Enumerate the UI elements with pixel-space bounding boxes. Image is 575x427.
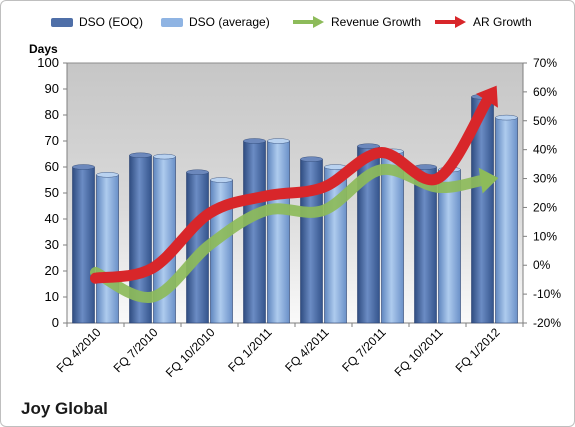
y2-tick-label: 30% — [533, 172, 557, 186]
y2-tick-label: 0% — [533, 258, 551, 272]
x-tick-label-fq-10-2010: FQ 10/2010 — [163, 325, 218, 380]
y-tick-label: 90 — [45, 81, 59, 96]
y-tick-label: 60 — [45, 159, 59, 174]
x-tick-label-fq-7-2010: FQ 7/2010 — [111, 325, 161, 375]
y-tick-label: 10 — [45, 289, 59, 304]
bar-top-dso-eoq-1 — [129, 152, 152, 159]
bar-top-dso-average-2 — [210, 177, 233, 183]
bar-dso-average-0 — [96, 174, 119, 324]
arrowhead-revenue-growth — [478, 167, 499, 194]
x-tick-label-fq-4-2011: FQ 4/2011 — [282, 325, 332, 375]
x-tick-label-fq-7-2011: FQ 7/2011 — [339, 325, 389, 375]
y2-tick-label: 20% — [533, 200, 557, 214]
legend-item-ar-growth: AR Growth — [433, 15, 532, 29]
y-tick-label: 100 — [37, 55, 59, 70]
line-ar-growth — [90, 95, 493, 284]
legend-arrow-green-icon — [293, 16, 324, 28]
legend-arrow-red-icon — [435, 16, 466, 28]
bar-top-dso-average-7 — [495, 114, 518, 121]
legend-item-dso-average: DSO (average) — [161, 15, 270, 29]
legend-label-ar-growth: AR Growth — [473, 15, 532, 29]
y-tick-label: 30 — [45, 237, 59, 252]
y2-tick-label: 40% — [533, 143, 557, 157]
bar-top-dso-average-3 — [267, 138, 290, 144]
bar-top-dso-average-0 — [96, 172, 119, 178]
y2-tick-label: 60% — [533, 85, 557, 99]
y2-tick-label: 10% — [533, 229, 557, 243]
x-tick-label-fq-4-2010: FQ 4/2010 — [54, 325, 104, 375]
y2-tick-label: -10% — [533, 287, 561, 301]
y-tick-label: 40 — [45, 211, 59, 226]
bar-dso-average-3 — [267, 140, 290, 324]
x-tick-label-fq-10-2011: FQ 10/2011 — [392, 325, 446, 379]
legend-label-dso-average: DSO (average) — [189, 15, 270, 29]
bar-dso-average-7 — [495, 117, 518, 324]
y-tick-label: 70 — [45, 133, 59, 148]
y2-tick-label: 70% — [533, 56, 557, 70]
bar-top-dso-eoq-3 — [243, 138, 266, 144]
arrowhead-ar-growth — [476, 85, 498, 108]
bar-top-dso-eoq-5 — [357, 143, 380, 149]
bar-dso-eoq-0 — [72, 166, 95, 324]
bar-top-dso-eoq-0 — [72, 164, 95, 170]
legend-label-revenue-growth: Revenue Growth — [331, 15, 422, 29]
bar-top-dso-eoq-2 — [186, 169, 209, 175]
y-tick-label: 50 — [45, 185, 59, 200]
bar-top-dso-average-1 — [153, 153, 176, 160]
x-tick-label-fq-1-2011: FQ 1/2011 — [225, 325, 275, 375]
y2-tick-label: -20% — [533, 316, 561, 330]
y-axis-title: Days — [29, 42, 58, 56]
x-tick-label-fq-1-2012: FQ 1/2012 — [453, 325, 503, 375]
company-name: Joy Global — [21, 399, 108, 418]
y2-tick-label: 50% — [533, 114, 557, 128]
bar-dso-eoq-3 — [243, 140, 266, 324]
legend-item-revenue-growth: Revenue Growth — [291, 15, 421, 29]
legend-swatch-dso-eoq — [51, 17, 73, 27]
y-tick-label: 20 — [45, 263, 59, 278]
legend-item-dso-eoq: DSO (EOQ) — [51, 15, 143, 29]
bar-top-dso-eoq-4 — [300, 156, 323, 162]
legend-label-dso-eoq: DSO (EOQ) — [79, 15, 144, 29]
legend: DSO (EOQ) DSO (average) Revenue Growth A… — [1, 15, 574, 39]
y-tick-label: 0 — [52, 315, 59, 330]
y-tick-label: 80 — [45, 107, 59, 122]
legend-swatch-dso-average — [161, 17, 183, 27]
